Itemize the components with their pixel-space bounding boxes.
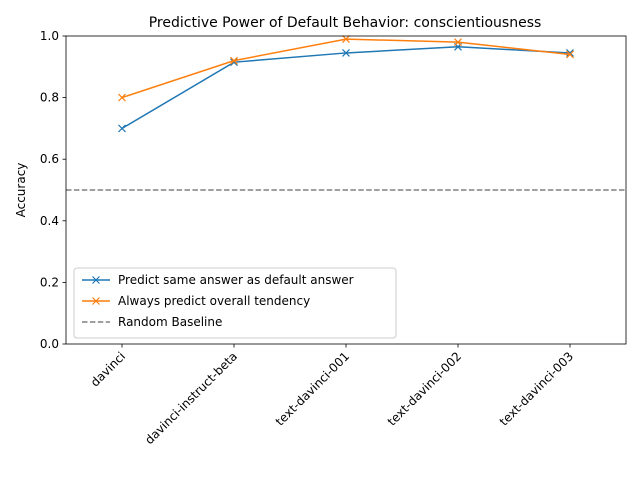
legend-marker xyxy=(92,276,100,284)
legend-marker xyxy=(92,297,100,305)
x-tick-label: text-davinci-003 xyxy=(497,349,576,428)
y-axis-label: Accuracy xyxy=(14,163,28,218)
series-1-point xyxy=(230,56,238,65)
series-0-point xyxy=(566,49,574,57)
series-1-point xyxy=(118,93,126,102)
series-1-point xyxy=(566,50,574,59)
x-tick-label: text-davinci-001 xyxy=(273,349,352,428)
y-tick-label: 0.8 xyxy=(40,91,59,105)
series-0-point xyxy=(118,124,126,133)
y-tick-label: 0.0 xyxy=(40,337,59,351)
x-tick-label: text-davinci-002 xyxy=(385,349,464,428)
plot-area: 0.0 0.2 0.4 0.6 0.8 1.0 davinci davinci-instruc… xyxy=(40,29,627,447)
y-tick-label: 1.0 xyxy=(40,29,59,43)
series-1-point xyxy=(454,38,462,47)
legend-label: Random Baseline xyxy=(118,315,222,329)
legend-label: Predict same answer as default answer xyxy=(118,273,354,287)
x-tick-label: davinci-instruct-beta xyxy=(142,349,240,447)
legend-box xyxy=(73,267,397,339)
y-tick-label: 0.6 xyxy=(40,152,59,166)
series-0-point xyxy=(342,49,350,57)
y-tick-label: 0.2 xyxy=(40,275,59,289)
series-1-point xyxy=(342,35,350,44)
x-tick-label: davinci xyxy=(88,349,128,389)
series-0-line xyxy=(121,46,571,130)
y-tick-label: 0.4 xyxy=(40,214,59,228)
chart-title: Predictive Power of Default Behavior: co… xyxy=(149,15,542,31)
legend-label: Always predict overall tendency xyxy=(118,294,310,308)
